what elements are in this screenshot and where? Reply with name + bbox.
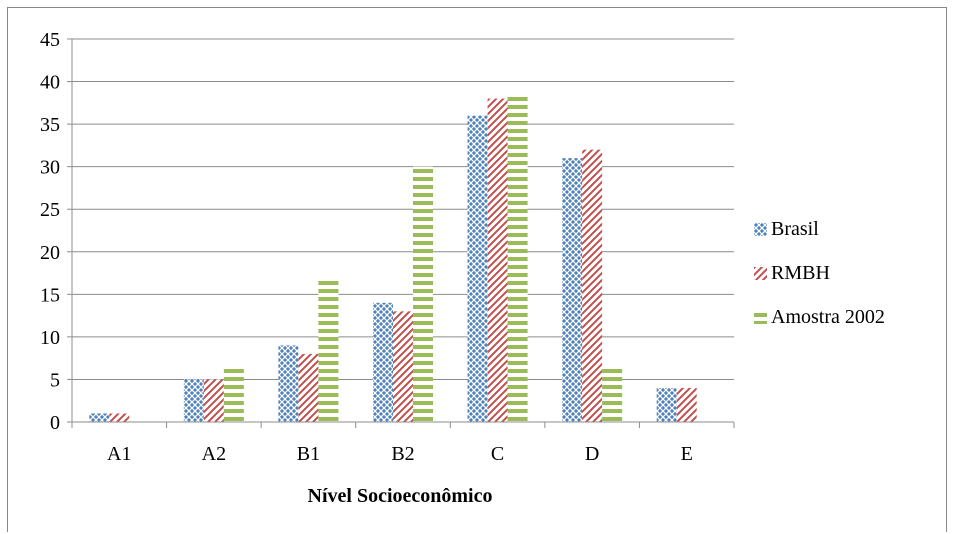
x-tick-label: B2 bbox=[391, 443, 414, 465]
bar-amostra-2002-b2 bbox=[413, 166, 433, 422]
legend: Brasil RMBH Amostra 2002 bbox=[754, 218, 885, 328]
bars bbox=[89, 94, 697, 423]
bar-brasil-b1 bbox=[278, 345, 299, 422]
y-tick-label: 40 bbox=[40, 72, 60, 94]
x-tick-label: A2 bbox=[202, 443, 226, 465]
x-tick-labels: A1 A2 B1 B2 C D E bbox=[107, 443, 693, 465]
bar-amostra-2002-d bbox=[602, 366, 623, 422]
bar-rmbh-b1 bbox=[298, 353, 319, 422]
y-tick-label: 15 bbox=[40, 284, 60, 306]
x-tick-label: D bbox=[585, 443, 599, 465]
bar-amostra-2002-a2 bbox=[223, 366, 244, 422]
legend-swatch-amostra-2002 bbox=[754, 311, 767, 324]
bar-brasil-a1 bbox=[89, 413, 110, 422]
y-tick-label: 35 bbox=[40, 114, 60, 136]
x-tick-label: E bbox=[681, 443, 693, 465]
bar-brasil-c bbox=[467, 115, 488, 422]
x-tick-label: C bbox=[491, 443, 504, 465]
legend-label: Brasil bbox=[771, 218, 819, 240]
y-tick-labels: 0 5 10 15 20 25 30 35 40 45 bbox=[40, 29, 72, 434]
bar-rmbh-e bbox=[676, 387, 697, 422]
bar-rmbh-d bbox=[582, 149, 603, 422]
x-tick-label: A1 bbox=[107, 443, 131, 465]
y-tick-label: 5 bbox=[50, 369, 60, 391]
bar-rmbh-b2 bbox=[393, 311, 413, 422]
axes bbox=[71, 39, 735, 428]
y-tick-label: 45 bbox=[40, 29, 60, 51]
legend-label: Amostra 2002 bbox=[771, 306, 885, 328]
y-tick-label: 20 bbox=[40, 242, 60, 264]
y-tick-label: 25 bbox=[40, 199, 60, 221]
bar-amostra-2002-b1 bbox=[318, 277, 339, 422]
bar-brasil-b2 bbox=[373, 302, 393, 422]
bar-brasil-a2 bbox=[183, 379, 204, 422]
y-tick-label: 0 bbox=[50, 412, 60, 434]
bar-brasil-d bbox=[562, 158, 583, 422]
y-tick-label: 30 bbox=[40, 157, 60, 179]
legend-swatch-rmbh bbox=[754, 267, 767, 280]
legend-label: RMBH bbox=[771, 262, 830, 284]
bar-brasil-e bbox=[656, 387, 677, 422]
bar-rmbh-a1 bbox=[109, 413, 130, 422]
y-tick-label: 10 bbox=[40, 327, 60, 349]
legend-swatch-brasil bbox=[754, 223, 767, 236]
bar-rmbh-a2 bbox=[203, 379, 224, 422]
bar-rmbh-c bbox=[487, 98, 508, 423]
x-axis-title: Nível Socioeconômico bbox=[308, 485, 493, 507]
bar-amostra-2002-c bbox=[507, 94, 528, 423]
x-tick-label: B1 bbox=[297, 443, 320, 465]
